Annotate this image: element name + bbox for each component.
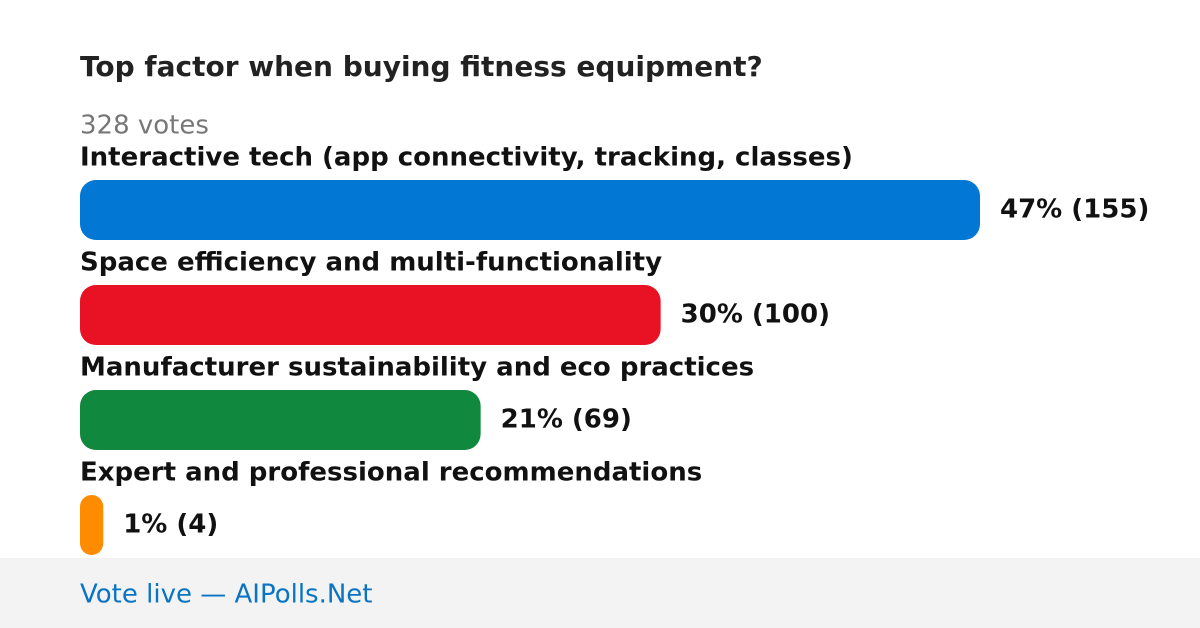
- vote-count: 328 votes: [80, 111, 209, 141]
- option-label: Expert and professional recommendations: [80, 458, 702, 488]
- poll-title: Top factor when buying fitness equipment…: [80, 50, 763, 83]
- result-label: 30% (100): [681, 300, 830, 330]
- option-label: Manufacturer sustainability and eco prac…: [80, 353, 754, 383]
- result-label: 47% (155): [1000, 195, 1149, 225]
- result-bar: [80, 180, 980, 240]
- result-bar: [80, 285, 661, 345]
- result-bar: [80, 495, 104, 555]
- result-label: 21% (69): [501, 405, 632, 435]
- option-label: Space efficiency and multi-functionality: [80, 248, 662, 278]
- footer-link[interactable]: Vote live — AIPolls.Net: [80, 580, 373, 610]
- footer-band: [0, 558, 1200, 628]
- result-label: 1% (4): [123, 510, 218, 540]
- option-label: Interactive tech (app connectivity, trac…: [80, 143, 853, 173]
- result-bar: [80, 390, 481, 450]
